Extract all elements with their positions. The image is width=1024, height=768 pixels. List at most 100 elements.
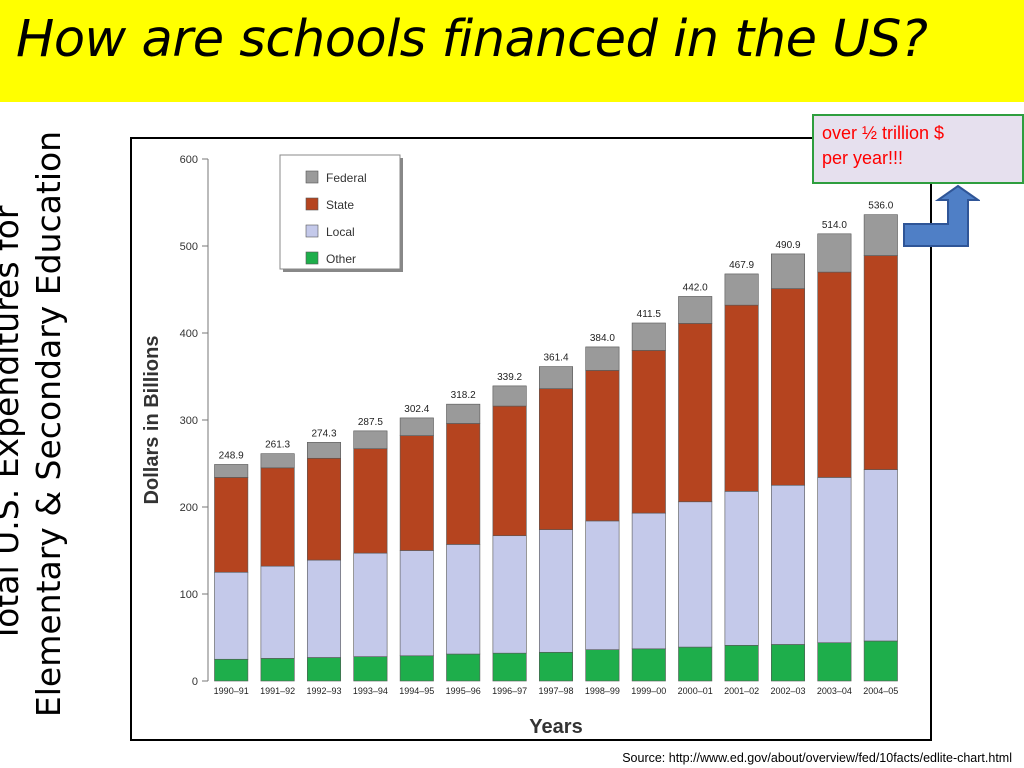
side-label-line-2: Elementary & Secondary Education — [29, 130, 68, 718]
bar-segment-other — [631, 648, 666, 682]
bar-segment-state — [492, 405, 527, 537]
bar-segment-local — [863, 469, 898, 642]
bar-total-label: 261.3 — [265, 440, 290, 451]
bar-segment-state — [260, 467, 295, 567]
bar-total-label: 442.0 — [683, 282, 708, 293]
bar-segment-local — [399, 550, 434, 657]
slide-title: How are schools financed in the US? — [16, 10, 928, 69]
callout-line-1: over ½ trillion $ — [822, 123, 945, 143]
bar-segment-federal — [724, 273, 759, 306]
y-axis-title: Dollars in Billions — [141, 336, 163, 505]
bar-segment-state — [399, 435, 434, 551]
bar-segment-federal — [260, 453, 295, 469]
x-tick-label: 1999–00 — [631, 686, 666, 696]
legend-label-local: Local — [326, 225, 355, 239]
bar-segment-federal — [306, 442, 342, 459]
bar-segment-state — [817, 271, 852, 478]
bar-total-label: 411.5 — [637, 309, 662, 320]
bar-segment-other — [770, 644, 806, 682]
legend-box — [279, 154, 401, 270]
x-tick-label: 1992–93 — [306, 686, 341, 696]
bar-segment-state — [863, 255, 898, 470]
bar-segment-local — [770, 484, 806, 645]
bar-segment-federal — [538, 366, 574, 389]
bar-segment-other — [492, 652, 527, 682]
bar-segment-other — [817, 642, 852, 682]
bar-segment-federal — [817, 233, 852, 273]
bar-segment-local — [446, 544, 481, 655]
bar-segment-state — [770, 288, 806, 486]
bar-segment-state — [678, 323, 713, 503]
y-tick-label: 0 — [192, 676, 198, 688]
bar-segment-state — [306, 457, 342, 561]
bar-segment-state — [214, 477, 249, 573]
legend-swatch-other — [305, 251, 319, 265]
x-tick-label: 1994–95 — [399, 686, 434, 696]
bar-total-label: 384.0 — [590, 333, 615, 344]
legend-swatch-state — [305, 197, 319, 211]
bar-segment-federal — [585, 346, 620, 371]
bar-total-label: 339.2 — [497, 372, 522, 383]
y-tick-label: 500 — [180, 241, 198, 253]
bar-total-label: 361.4 — [543, 353, 568, 364]
bar-segment-other — [399, 655, 434, 682]
y-tick-label: 400 — [180, 328, 198, 340]
y-tick-label: 100 — [180, 589, 198, 601]
bar-segment-state — [353, 448, 388, 554]
bar-segment-federal — [492, 385, 527, 407]
bar-segment-local — [817, 477, 852, 644]
bar-segment-other — [538, 651, 574, 682]
chart-frame: 0 100 200 300 400 500 600 248.9 1990–91 261.3 1991… — [130, 137, 932, 741]
bar-segment-state — [724, 304, 759, 492]
bar-total-label: 536.0 — [868, 201, 893, 212]
bar-segment-local — [260, 565, 295, 659]
bar-segment-local — [353, 552, 388, 657]
bar-segment-local — [631, 512, 666, 650]
title-bar: How are schools financed in the US? — [0, 0, 1024, 102]
x-tick-label: 1991–92 — [260, 686, 295, 696]
bar-segment-local — [306, 559, 342, 658]
bent-arrow-shape — [903, 184, 980, 247]
bar-segment-state — [538, 388, 574, 530]
bar-segment-other — [446, 653, 481, 682]
bar-segment-federal — [399, 417, 434, 436]
legend-label-federal: Federal — [326, 171, 367, 185]
x-tick-label: 1993–94 — [353, 686, 388, 696]
legend-swatch-federal — [305, 170, 319, 184]
x-tick-label: 2000–01 — [678, 686, 713, 696]
bar-segment-local — [724, 491, 759, 646]
bar-segment-local — [538, 529, 574, 653]
x-tick-label: 1998–99 — [585, 686, 620, 696]
bar-total-label: 318.2 — [451, 390, 476, 401]
bar-segment-federal — [678, 296, 713, 324]
bar-segment-federal — [770, 253, 806, 289]
bar-segment-other — [214, 658, 249, 682]
bar-segment-other — [724, 645, 759, 682]
stacked-bar-chart: 0 100 200 300 400 500 600 248.9 1990–91 261.3 1991… — [141, 154, 898, 738]
bar-segment-local — [585, 520, 620, 650]
y-tick-label: 300 — [180, 415, 198, 427]
bar-total-label: 467.9 — [729, 260, 754, 271]
x-tick-label: 1990–91 — [214, 686, 249, 696]
y-tick-label: 600 — [180, 154, 198, 166]
x-tick-label: 1996–97 — [492, 686, 527, 696]
bar-total-label: 514.0 — [822, 220, 847, 231]
bar-total-label: 274.3 — [311, 428, 336, 439]
bar-segment-state — [585, 370, 620, 522]
bar-segment-federal — [214, 464, 249, 478]
bar-segment-other — [585, 649, 620, 682]
bar-total-label: 490.9 — [775, 240, 800, 251]
bar-segment-other — [353, 656, 388, 682]
legend-label-state: State — [326, 198, 354, 212]
bar-total-label: 302.4 — [404, 404, 429, 415]
bar-segment-other — [260, 658, 295, 682]
x-tick-label: 1997–98 — [538, 686, 573, 696]
x-tick-label: 2004–05 — [863, 686, 898, 696]
bar-segment-local — [492, 535, 527, 654]
bar-segment-local — [678, 501, 713, 648]
source-note: Source: http://www.ed.gov/about/overview… — [622, 751, 1012, 765]
bar-segment-federal — [446, 403, 481, 424]
x-tick-label: 2002–03 — [770, 686, 805, 696]
bar-segment-state — [631, 350, 666, 514]
bar-segment-federal — [353, 430, 388, 450]
